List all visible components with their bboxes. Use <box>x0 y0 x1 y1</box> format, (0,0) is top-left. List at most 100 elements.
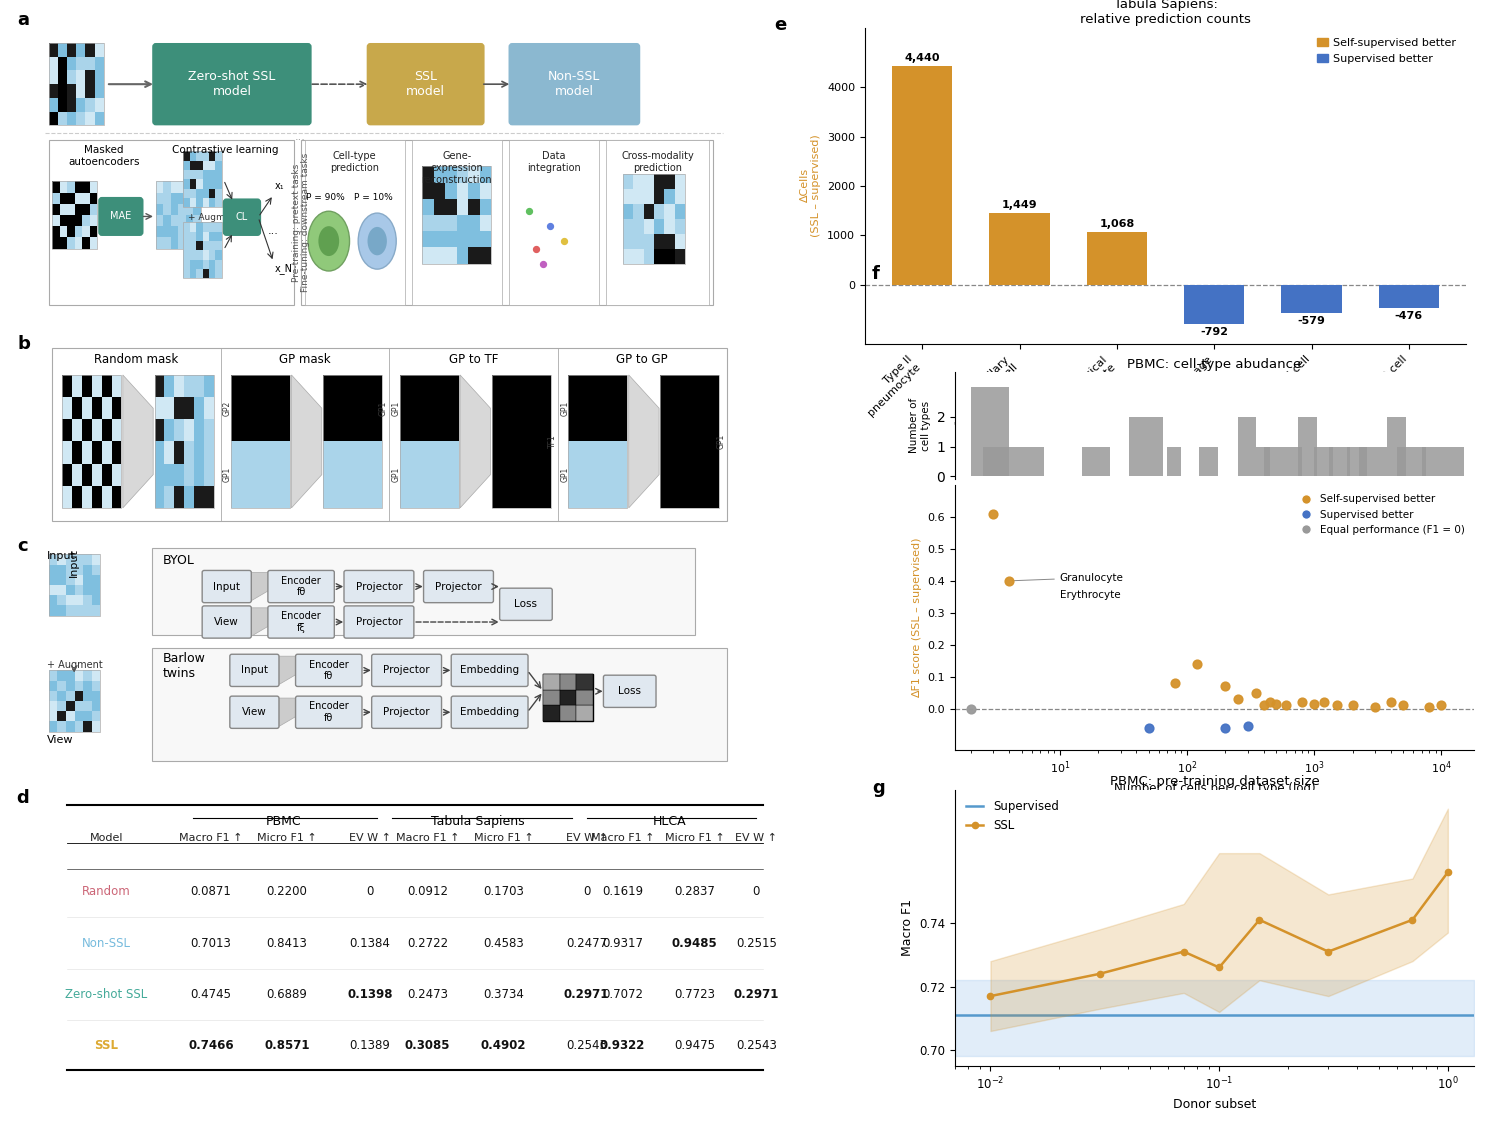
Bar <box>271 441 280 464</box>
Bar <box>183 170 190 179</box>
Bar <box>400 441 409 464</box>
Bar <box>1387 417 1406 476</box>
FancyBboxPatch shape <box>153 44 311 124</box>
Bar <box>53 182 96 248</box>
Bar <box>102 374 111 397</box>
Text: EV W ↑: EV W ↑ <box>349 832 391 843</box>
Bar <box>156 226 164 237</box>
Bar <box>57 596 66 606</box>
Bar <box>164 237 171 248</box>
Bar <box>420 397 429 420</box>
Bar <box>203 464 214 486</box>
Bar <box>86 70 95 85</box>
Bar <box>155 374 164 397</box>
Bar <box>68 43 77 56</box>
Bar <box>62 374 72 397</box>
Bar <box>92 575 101 585</box>
Bar <box>215 250 221 259</box>
Bar <box>699 441 710 464</box>
Text: TF1: TF1 <box>547 434 556 448</box>
Bar <box>209 270 215 279</box>
Bar <box>155 397 164 420</box>
Bar <box>280 464 290 486</box>
Bar <box>164 397 174 420</box>
Bar <box>92 420 102 441</box>
Bar <box>203 151 209 161</box>
Text: 0: 0 <box>752 885 760 898</box>
Bar <box>111 397 122 420</box>
Bar <box>1314 447 1333 476</box>
Bar <box>48 554 101 616</box>
Text: 0.1619: 0.1619 <box>602 885 644 898</box>
Bar <box>323 374 332 397</box>
Text: 0.3085: 0.3085 <box>405 1040 451 1052</box>
Text: SSL: SSL <box>95 1040 119 1052</box>
Text: c: c <box>18 537 29 555</box>
Text: Data
integration: Data integration <box>526 151 581 173</box>
Bar <box>1447 447 1463 476</box>
Text: P = 10%: P = 10% <box>355 193 393 202</box>
Bar <box>409 441 420 464</box>
Bar <box>423 215 433 231</box>
Text: 0.8413: 0.8413 <box>266 936 307 950</box>
Bar <box>83 182 90 193</box>
Bar <box>597 464 608 486</box>
Bar <box>665 248 675 264</box>
Bar <box>194 237 202 248</box>
Bar <box>60 237 68 248</box>
Bar <box>75 193 83 204</box>
Text: Encoder
fθ: Encoder fθ <box>308 702 349 723</box>
Bar <box>57 575 66 585</box>
Bar <box>92 700 101 711</box>
Bar <box>633 233 644 248</box>
Bar <box>48 43 104 125</box>
Bar <box>251 374 260 397</box>
Bar <box>179 182 186 193</box>
Bar <box>48 43 57 56</box>
Bar <box>597 420 608 441</box>
Bar <box>543 689 559 705</box>
Text: MAE: MAE <box>110 211 131 221</box>
Bar <box>578 464 588 486</box>
Bar <box>62 374 122 508</box>
Bar <box>323 464 332 486</box>
Text: GP1: GP1 <box>561 400 570 416</box>
Bar <box>196 161 203 170</box>
Bar <box>90 215 96 226</box>
Bar <box>578 486 588 508</box>
Bar <box>92 680 101 690</box>
Bar <box>1286 447 1302 476</box>
Bar <box>492 420 502 441</box>
Bar <box>660 420 671 441</box>
Bar <box>66 564 75 575</box>
Bar <box>209 222 215 231</box>
Bar <box>699 397 710 420</box>
FancyBboxPatch shape <box>344 606 414 638</box>
Bar <box>522 486 531 508</box>
Text: Projector: Projector <box>435 582 481 591</box>
Bar <box>72 486 83 508</box>
Bar <box>196 270 203 279</box>
Point <box>1236 717 1260 735</box>
Bar <box>660 486 671 508</box>
Bar <box>588 397 597 420</box>
Bar <box>171 204 179 215</box>
Bar <box>468 199 480 215</box>
Text: Cell-type
prediction: Cell-type prediction <box>331 151 379 173</box>
Bar <box>531 420 541 441</box>
Bar <box>102 420 111 441</box>
Point <box>1163 675 1187 693</box>
Text: GP to TF: GP to TF <box>448 353 498 365</box>
Bar <box>86 112 95 125</box>
Text: Input: Input <box>69 548 80 576</box>
Bar <box>511 420 522 441</box>
Legend: Self-supervised better, Supervised better, Equal performance (F1 = 0): Self-supervised better, Supervised bette… <box>1292 491 1469 539</box>
Bar <box>68 85 77 98</box>
Text: 0.1703: 0.1703 <box>483 885 523 898</box>
Bar <box>623 174 686 264</box>
Text: ...: ... <box>268 226 278 236</box>
Bar <box>522 464 531 486</box>
Bar <box>271 420 280 441</box>
Bar <box>675 219 686 233</box>
Bar <box>690 441 699 464</box>
